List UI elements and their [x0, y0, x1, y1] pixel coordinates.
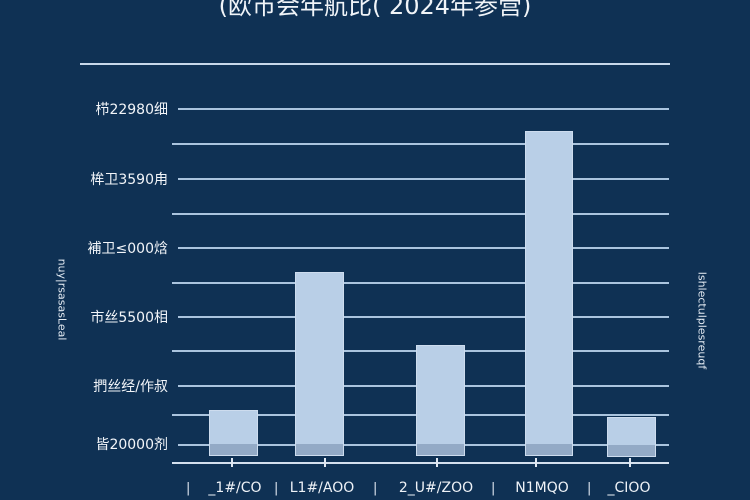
chart-title: (欧市会年航比( 2024年参营) [218, 0, 532, 20]
bar-base-band [608, 445, 655, 456]
bar-base-band [417, 444, 464, 455]
y-axis-title-left: nuy|rsasasLeal [55, 258, 69, 341]
x-tick [629, 458, 631, 467]
y-tick-label: 捫丝经/作叔 [93, 379, 168, 395]
y-tick-label: 補卫≤000焓 [87, 241, 168, 257]
y-tick-label: 桙卫3590甪 [90, 172, 168, 188]
bar-2[interactable] [295, 272, 344, 456]
gridline [178, 178, 669, 180]
x-axis-line [172, 462, 669, 464]
minor-gridline [172, 282, 669, 284]
gridline [178, 108, 669, 110]
x-tick-label: _CIOO [607, 480, 651, 496]
y-tick-label: 皆20000剂 [95, 437, 168, 453]
bar-4[interactable] [525, 131, 573, 456]
y-tick-label: 市丝5500相 [90, 310, 168, 326]
bar-base-band [296, 444, 343, 455]
x-tick [231, 458, 233, 467]
x-tick-label: _1#/CO [208, 480, 262, 496]
bar-base-band [526, 444, 572, 455]
minor-gridline [172, 213, 669, 215]
x-tick-label: L1#/AOO [289, 480, 355, 496]
x-label-separator: | [186, 481, 191, 496]
x-tick-label: 2_U#/ZOO [398, 480, 474, 496]
x-tick [535, 458, 537, 467]
y-tick-label: 栉22980细 [95, 102, 168, 118]
gridline [178, 247, 669, 249]
x-label-separator: | [587, 481, 592, 496]
x-label-separator: | [491, 481, 496, 496]
bar-base-band [210, 444, 257, 455]
top-rule [80, 63, 670, 65]
gridline [178, 316, 669, 318]
y-axis-title-right: lshlectulplesreuqf [695, 271, 709, 370]
x-tick [324, 458, 326, 467]
x-label-separator: | [274, 481, 279, 496]
x-tick-label: N1MQO [515, 480, 569, 496]
minor-gridline [172, 143, 669, 145]
bar-1[interactable] [209, 410, 258, 456]
x-label-separator: | [373, 481, 378, 496]
x-tick [436, 458, 438, 467]
bar-3[interactable] [416, 345, 465, 456]
bar-5[interactable] [607, 417, 656, 457]
